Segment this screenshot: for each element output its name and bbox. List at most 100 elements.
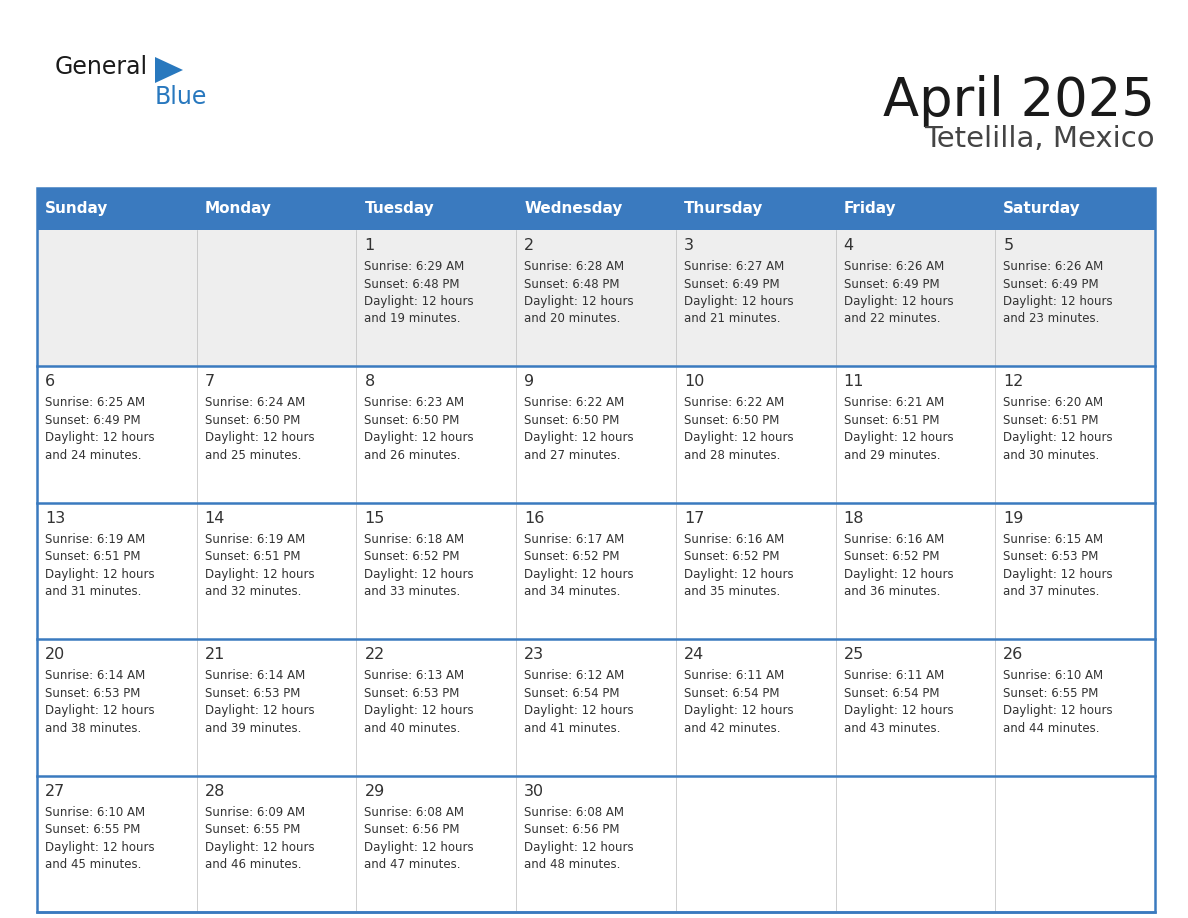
Bar: [835, 188, 996, 230]
Text: and 36 minutes.: and 36 minutes.: [843, 586, 940, 599]
Text: Sunrise: 6:08 AM: Sunrise: 6:08 AM: [365, 806, 465, 819]
Bar: [835, 776, 996, 912]
Text: Daylight: 12 hours: Daylight: 12 hours: [204, 841, 315, 854]
Text: Daylight: 12 hours: Daylight: 12 hours: [1004, 295, 1113, 308]
Text: Sunrise: 6:18 AM: Sunrise: 6:18 AM: [365, 532, 465, 546]
Bar: [37, 639, 197, 776]
Bar: [516, 230, 676, 366]
Text: 20: 20: [45, 647, 65, 662]
Text: 7: 7: [204, 375, 215, 389]
Text: and 30 minutes.: and 30 minutes.: [1004, 449, 1100, 462]
Text: Sunset: 6:53 PM: Sunset: 6:53 PM: [204, 687, 301, 700]
Text: Daylight: 12 hours: Daylight: 12 hours: [524, 841, 633, 854]
Bar: [356, 366, 516, 503]
Bar: [996, 639, 1155, 776]
Text: 27: 27: [45, 784, 65, 799]
Text: Sunset: 6:52 PM: Sunset: 6:52 PM: [524, 550, 620, 564]
Text: and 43 minutes.: and 43 minutes.: [843, 722, 940, 734]
Text: Sunrise: 6:11 AM: Sunrise: 6:11 AM: [843, 669, 943, 682]
Text: 3: 3: [684, 238, 694, 253]
Text: Sunrise: 6:21 AM: Sunrise: 6:21 AM: [843, 397, 943, 409]
Text: and 47 minutes.: and 47 minutes.: [365, 858, 461, 871]
Text: Sunset: 6:54 PM: Sunset: 6:54 PM: [524, 687, 620, 700]
Text: General: General: [55, 55, 148, 79]
Text: Daylight: 12 hours: Daylight: 12 hours: [524, 295, 633, 308]
Text: and 25 minutes.: and 25 minutes.: [204, 449, 301, 462]
Text: and 27 minutes.: and 27 minutes.: [524, 449, 620, 462]
Bar: [676, 503, 835, 639]
Text: Daylight: 12 hours: Daylight: 12 hours: [365, 295, 474, 308]
Text: 29: 29: [365, 784, 385, 799]
Text: 18: 18: [843, 510, 864, 526]
Bar: [996, 503, 1155, 639]
Bar: [996, 188, 1155, 230]
Text: Daylight: 12 hours: Daylight: 12 hours: [1004, 704, 1113, 717]
Text: 16: 16: [524, 510, 544, 526]
Bar: [197, 366, 356, 503]
Text: 8: 8: [365, 375, 374, 389]
Bar: [835, 503, 996, 639]
Text: and 45 minutes.: and 45 minutes.: [45, 858, 141, 871]
Text: Sunset: 6:49 PM: Sunset: 6:49 PM: [684, 277, 779, 290]
Bar: [835, 366, 996, 503]
Text: 6: 6: [45, 375, 55, 389]
Text: and 35 minutes.: and 35 minutes.: [684, 586, 781, 599]
Bar: [37, 188, 1155, 912]
Text: Sunset: 6:56 PM: Sunset: 6:56 PM: [365, 823, 460, 836]
Text: Daylight: 12 hours: Daylight: 12 hours: [684, 568, 794, 581]
Text: Sunrise: 6:19 AM: Sunrise: 6:19 AM: [204, 532, 305, 546]
Text: Daylight: 12 hours: Daylight: 12 hours: [45, 568, 154, 581]
Text: 15: 15: [365, 510, 385, 526]
Text: 4: 4: [843, 238, 854, 253]
Text: Sunrise: 6:10 AM: Sunrise: 6:10 AM: [1004, 669, 1104, 682]
Bar: [516, 503, 676, 639]
Text: Sunrise: 6:15 AM: Sunrise: 6:15 AM: [1004, 532, 1104, 546]
Text: Sunrise: 6:14 AM: Sunrise: 6:14 AM: [204, 669, 305, 682]
Text: Monday: Monday: [204, 201, 272, 217]
Bar: [356, 230, 516, 366]
Text: Sunset: 6:52 PM: Sunset: 6:52 PM: [684, 550, 779, 564]
Text: Daylight: 12 hours: Daylight: 12 hours: [45, 841, 154, 854]
Bar: [356, 188, 516, 230]
Text: Sunset: 6:53 PM: Sunset: 6:53 PM: [1004, 550, 1099, 564]
Text: Sunrise: 6:14 AM: Sunrise: 6:14 AM: [45, 669, 145, 682]
Bar: [516, 366, 676, 503]
Polygon shape: [154, 57, 183, 83]
Text: Sunset: 6:49 PM: Sunset: 6:49 PM: [843, 277, 940, 290]
Text: April 2025: April 2025: [883, 75, 1155, 127]
Bar: [197, 188, 356, 230]
Text: Sunset: 6:49 PM: Sunset: 6:49 PM: [45, 414, 140, 427]
Text: and 46 minutes.: and 46 minutes.: [204, 858, 302, 871]
Bar: [356, 776, 516, 912]
Text: 14: 14: [204, 510, 225, 526]
Text: 23: 23: [524, 647, 544, 662]
Text: and 48 minutes.: and 48 minutes.: [524, 858, 620, 871]
Text: Sunset: 6:55 PM: Sunset: 6:55 PM: [204, 823, 301, 836]
Bar: [676, 639, 835, 776]
Bar: [516, 639, 676, 776]
Bar: [835, 230, 996, 366]
Text: Sunrise: 6:19 AM: Sunrise: 6:19 AM: [45, 532, 145, 546]
Bar: [37, 230, 197, 366]
Text: Sunset: 6:53 PM: Sunset: 6:53 PM: [365, 687, 460, 700]
Bar: [356, 503, 516, 639]
Text: and 23 minutes.: and 23 minutes.: [1004, 312, 1100, 326]
Text: and 24 minutes.: and 24 minutes.: [45, 449, 141, 462]
Text: Sunset: 6:54 PM: Sunset: 6:54 PM: [684, 687, 779, 700]
Text: and 22 minutes.: and 22 minutes.: [843, 312, 940, 326]
Bar: [835, 639, 996, 776]
Text: Daylight: 12 hours: Daylight: 12 hours: [204, 704, 315, 717]
Text: 24: 24: [684, 647, 704, 662]
Text: and 26 minutes.: and 26 minutes.: [365, 449, 461, 462]
Text: Sunset: 6:52 PM: Sunset: 6:52 PM: [365, 550, 460, 564]
Text: Sunset: 6:54 PM: Sunset: 6:54 PM: [843, 687, 939, 700]
Bar: [516, 776, 676, 912]
Text: Sunset: 6:51 PM: Sunset: 6:51 PM: [843, 414, 939, 427]
Bar: [516, 188, 676, 230]
Bar: [37, 366, 197, 503]
Text: Daylight: 12 hours: Daylight: 12 hours: [45, 431, 154, 444]
Text: 2: 2: [524, 238, 535, 253]
Bar: [37, 776, 197, 912]
Text: 28: 28: [204, 784, 225, 799]
Text: 17: 17: [684, 510, 704, 526]
